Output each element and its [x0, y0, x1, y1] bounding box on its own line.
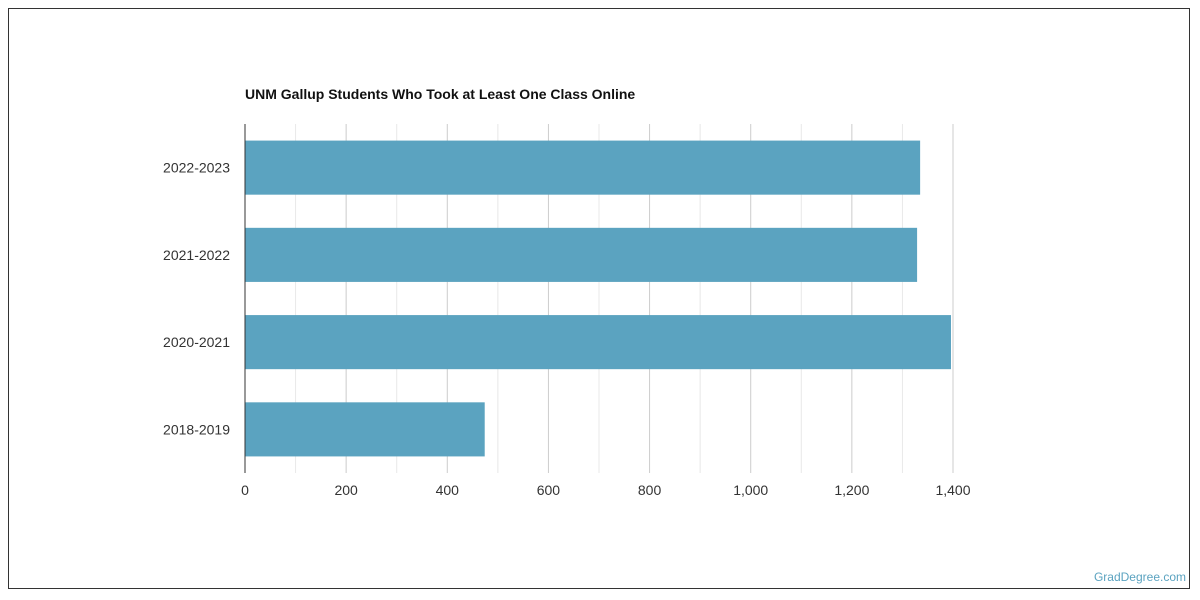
- x-tick-label: 1,200: [834, 482, 869, 498]
- x-tick-label: 1,000: [733, 482, 768, 498]
- category-label: 2021-2022: [163, 247, 230, 263]
- x-tick-label: 400: [436, 482, 460, 498]
- bar: [245, 227, 918, 282]
- watermark: GradDegree.com: [1093, 570, 1186, 584]
- bar: [245, 402, 485, 457]
- category-label: 2022-2023: [163, 160, 230, 176]
- bar: [245, 140, 921, 195]
- category-label: 2020-2021: [163, 334, 230, 350]
- bar: [245, 315, 951, 370]
- chart-title: UNM Gallup Students Who Took at Least On…: [245, 86, 636, 102]
- x-tick-label: 200: [334, 482, 358, 498]
- x-tick-label: 600: [537, 482, 561, 498]
- x-tick-label: 1,400: [935, 482, 970, 498]
- x-tick-label: 800: [638, 482, 662, 498]
- x-tick-label: 0: [241, 482, 249, 498]
- category-label: 2018-2019: [163, 421, 230, 437]
